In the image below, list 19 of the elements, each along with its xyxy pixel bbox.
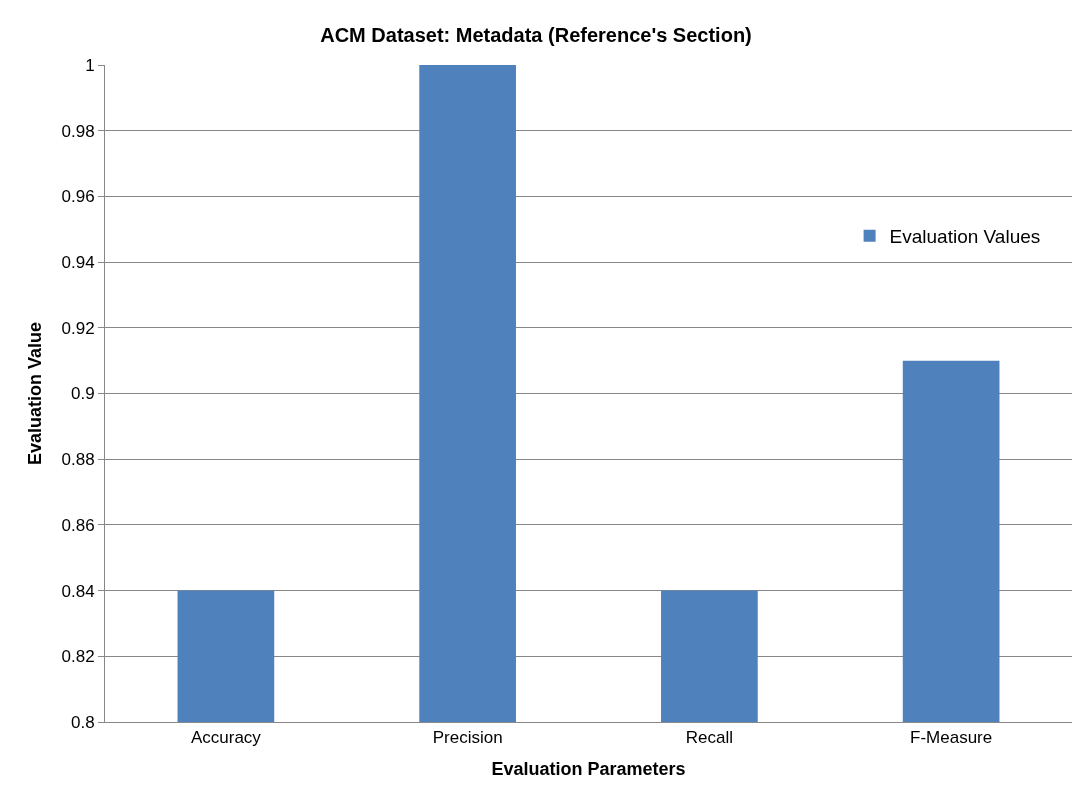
x-tick-label: Precision [432,728,503,748]
y-tick-label: 0.88 [61,450,95,470]
legend-label: Evaluation Values [889,226,1041,248]
y-tick-label: 0.94 [61,253,95,273]
y-tick-label: 0.82 [61,647,95,667]
x-axis-title: Evaluation Parameters [491,758,686,779]
chart-title: ACM Dataset: Metadata (Reference's Section) [320,24,752,47]
y-tick-label: 0.96 [61,187,95,207]
y-tick-label: 0.9 [70,384,95,404]
x-tick-label: Accuracy [190,728,262,748]
x-tick-label: F-Measure [910,728,993,748]
y-tick-label: 0.8 [70,712,95,732]
y-tick-label: 0.98 [61,121,95,141]
x-tick-label: Recall [685,728,734,748]
y-axis-title: Evaluation Value [24,321,45,466]
y-tick-label: 0.86 [61,515,95,535]
y-tick-label: 0.92 [61,318,95,338]
y-tick-label: 1 [85,55,95,75]
y-tick-label: 0.84 [61,581,95,601]
